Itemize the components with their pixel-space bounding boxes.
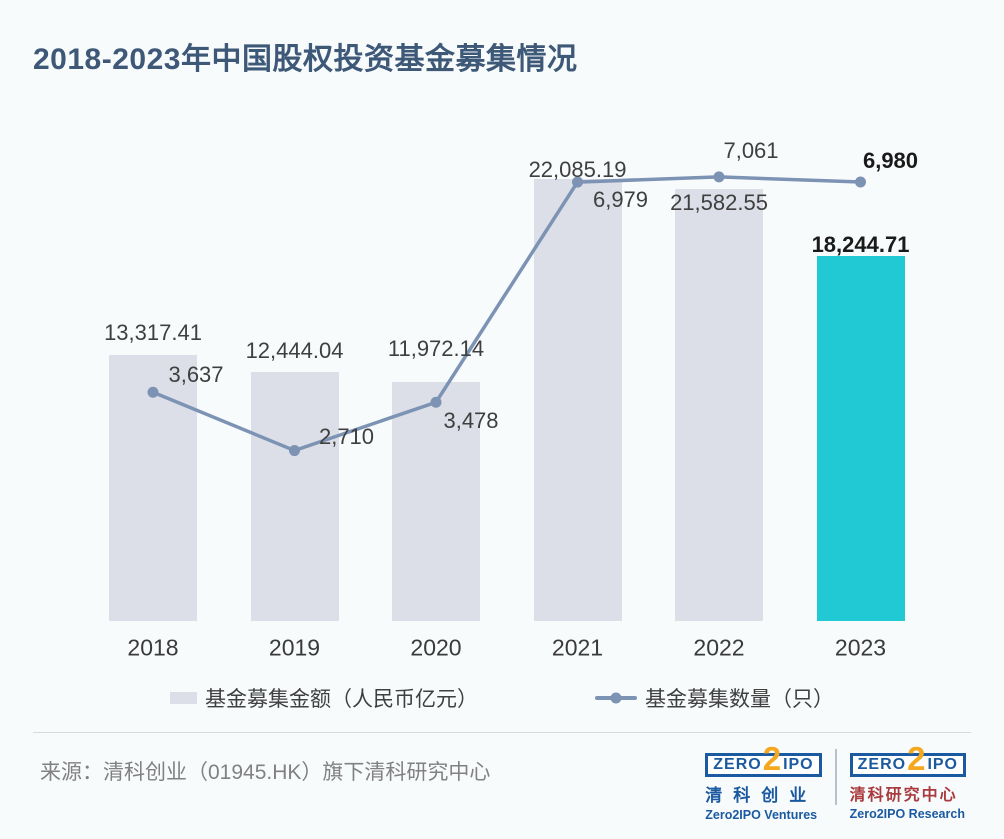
zero2ipo-badge-icon: ZERO 2 IPO <box>849 740 966 777</box>
source-text: 来源：清科创业（01945.HK）旗下清科研究中心 <box>40 761 491 784</box>
x-axis-label-2022: 2022 <box>693 634 745 661</box>
line-value-label-2023: 6,980 <box>862 148 919 173</box>
legend-item-count: 基金募集数量（只） <box>595 683 834 713</box>
bar-value-label-2018: 13,317.41 <box>104 319 202 345</box>
badge-ipo-text: IPO <box>927 756 958 773</box>
x-axis-label-2020: 2020 <box>410 634 462 661</box>
chart-legend: 基金募集金额（人民币亿元） 基金募集数量（只） <box>0 683 1004 713</box>
ventures-cn-name: 清科创业 <box>705 786 818 805</box>
legend-label-amount: 基金募集金额（人民币亿元） <box>205 688 478 711</box>
badge-ipo-text: IPO <box>783 756 814 773</box>
line-point-2022 <box>713 171 725 183</box>
zero2ipo-research-logo: ZERO 2 IPO 清科研究中心 Zero2IPO Research <box>849 740 966 821</box>
badge-zero-text: ZERO <box>857 756 907 773</box>
bar-value-label-2021: 22,085.19 <box>528 157 627 183</box>
badge-zero-text: ZERO <box>713 756 762 773</box>
bar-value-label-2023: 18,244.71 <box>811 232 910 258</box>
badge-two-text: 2 <box>907 740 927 777</box>
bar-value-label-2020: 11,972.14 <box>387 335 485 361</box>
badge-two-text: 2 <box>762 740 783 777</box>
x-axis-label-2019: 2019 <box>268 634 321 661</box>
x-axis-label-2018: 2018 <box>127 634 179 661</box>
line-value-label-2020: 3,478 <box>443 408 499 434</box>
bar-value-label-2019: 12,444.04 <box>245 338 344 364</box>
legend-item-amount: 基金募集金额（人民币亿元） <box>170 683 478 713</box>
legend-label-count: 基金募集数量（只） <box>645 688 834 711</box>
research-en-name: Zero2IPO Research <box>849 807 965 821</box>
footer-divider <box>33 732 971 733</box>
x-axis-label-2023: 2023 <box>834 634 887 661</box>
research-cn-name: 清科研究中心 <box>849 787 958 804</box>
bar-value-label-2022: 21,582.55 <box>670 190 768 216</box>
bar-2021 <box>533 179 622 621</box>
line-value-label-2021: 6,979 <box>592 187 649 213</box>
bar-2023 <box>816 256 905 621</box>
bar-2019 <box>250 372 339 621</box>
zero2ipo-badge-icon: ZERO 2 IPO <box>705 740 822 777</box>
line-value-label-2018: 3,637 <box>168 362 224 388</box>
bar-swatch-icon <box>170 692 197 704</box>
line-value-label-2019: 2,710 <box>318 423 375 449</box>
line-marker-icon <box>595 692 637 704</box>
line-dot-icon <box>610 692 622 704</box>
zero2ipo-ventures-logo: ZERO 2 IPO 清科创业 Zero2IPO Ventures <box>705 740 822 822</box>
bar-2018 <box>109 354 197 621</box>
logo-divider <box>834 749 837 805</box>
chart-title: 2018-2023年中国股权投资基金募集情况 <box>33 43 578 76</box>
line-point-2023 <box>855 176 866 188</box>
bar-2022 <box>675 189 763 621</box>
ventures-en-name: Zero2IPO Ventures <box>705 808 818 822</box>
x-axis-label-2021: 2021 <box>551 634 604 661</box>
brand-logos: ZERO 2 IPO 清科创业 Zero2IPO Ventures ZERO 2 IPO… <box>705 740 966 822</box>
line-value-label-2022: 7,061 <box>723 137 779 163</box>
